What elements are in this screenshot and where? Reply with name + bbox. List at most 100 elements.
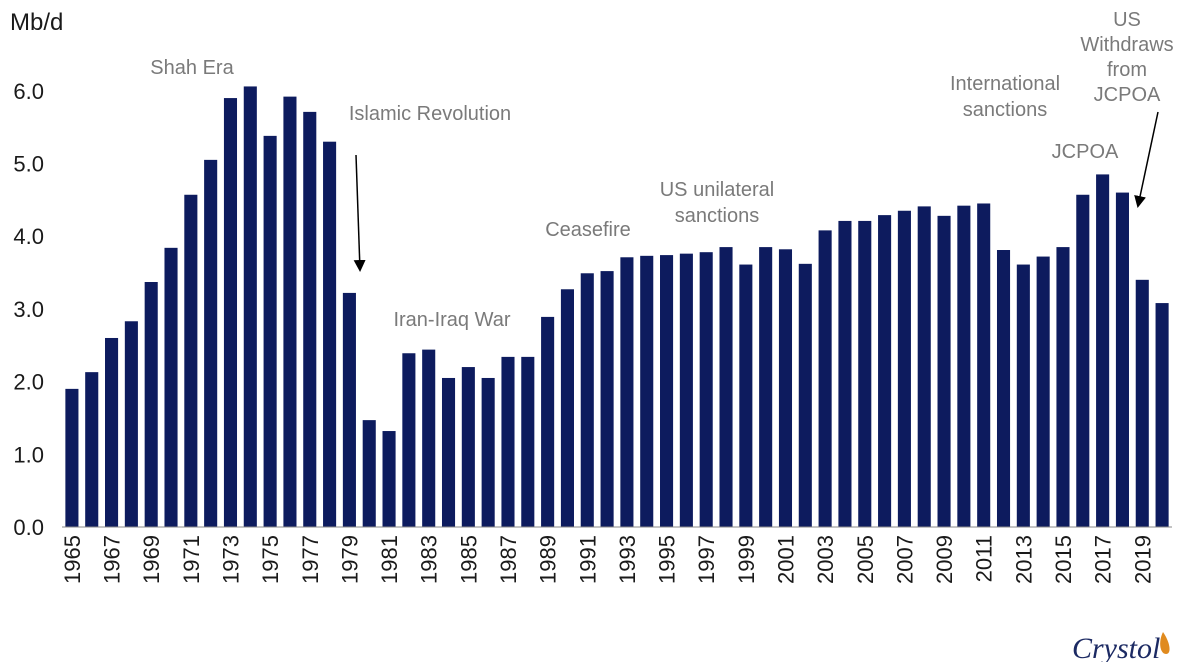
annotation-us-unilateral-sanctions-line: US unilateral [660,179,775,201]
bar-2002 [798,263,812,527]
bar-1998 [719,247,733,527]
x-tick-label: 1999 [734,535,759,584]
x-tick-label: 1983 [417,535,442,584]
y-tick-label: 4.0 [13,224,44,249]
annotation-ceasefire-line: Ceasefire [545,219,631,241]
x-tick-label: 1995 [655,535,680,584]
y-tick-label: 1.0 [13,442,44,467]
bar-1999 [739,264,753,527]
logo-drop-icon [1160,632,1170,654]
bar-1995 [660,255,674,527]
x-tick-label: 1985 [456,535,481,584]
x-tick-label: 2003 [813,535,838,584]
bar-1997 [699,252,713,527]
x-tick-label: 2019 [1130,535,1155,584]
bar-1980 [362,420,376,527]
annotations: Shah Era Islamic Revolution Iran-Iraq War C… [150,9,1173,331]
x-tick-label: 1973 [219,535,244,584]
bar-2013 [1016,264,1030,527]
logo-text: Crystol [1072,632,1160,662]
bar-1988 [521,356,535,527]
bar-2015 [1056,247,1070,527]
annotation-shah-era: Shah Era [150,57,234,79]
annotation-shah-era-line: Shah Era [150,57,234,79]
bar-1994 [640,255,654,527]
annotation-islamic-revolution-line: Islamic Revolution [349,103,511,125]
bar-1991 [580,273,594,527]
x-tick-label: 2015 [1051,535,1076,584]
bar-1975 [263,135,277,527]
x-tick-label: 1971 [179,535,204,584]
y-axis: 0.0 1.0 2.0 3.0 4.0 5.0 6.0 [13,79,44,540]
bar-1996 [679,253,693,527]
bar-1976 [283,96,297,528]
bar-2009 [937,215,951,527]
annotation-us-withdraws-arrow [1134,111,1159,208]
annotation-iran-iraq-war-line: Iran-Iraq War [393,309,510,331]
bar-1987 [501,356,515,527]
x-tick-label: 1977 [298,535,323,584]
bar-2007 [897,210,911,527]
bar-1965 [65,388,79,527]
bar-1986 [481,377,495,527]
annotation-islamic-revolution-arrow [353,154,366,272]
annotation-international-sanctions-line: International [950,73,1060,95]
bar-1969 [144,282,158,527]
x-tick-label: 1975 [258,535,283,584]
x-tick-label: 1967 [100,535,125,584]
bars [65,86,1169,528]
bar-2010 [957,205,971,528]
bar-1981 [382,431,396,527]
x-tick-label: 1981 [377,535,402,584]
bar-1973 [223,98,238,527]
bar-1984 [441,377,456,527]
y-axis-label: Mb/d [10,9,63,36]
y-tick-label: 5.0 [13,152,44,177]
x-tick-label: 1979 [337,535,362,584]
bar-1992 [600,271,614,527]
x-tick-label: 2007 [892,535,917,584]
logo: Crystol [1072,632,1170,662]
bar-1974 [243,86,257,527]
annotation-international-sanctions-line: sanctions [963,99,1048,121]
x-tick-label: 2017 [1091,535,1116,584]
bar-2001 [778,249,793,528]
annotation-islamic-revolution: Islamic Revolution [349,103,511,125]
bar-1982 [402,353,416,527]
y-tick-label: 0.0 [13,515,44,540]
bar-1968 [124,321,138,527]
annotation-jcpoa: JCPOA [1052,141,1119,163]
annotation-international-sanctions: International sanctions [950,73,1060,121]
bar-2020 [1155,303,1169,527]
bar-2008 [917,206,931,527]
bar-2014 [1036,256,1050,527]
bar-1985 [461,367,475,527]
bar-2003 [818,230,832,527]
annotation-us-withdraws-line: from [1107,59,1147,81]
bar-1979 [342,292,356,527]
annotation-us-unilateral-sanctions: US unilateral sanctions [660,179,775,227]
annotation-jcpoa-line: JCPOA [1052,141,1119,163]
bar-1989 [541,316,555,527]
bar-2000 [759,247,773,527]
annotation-us-withdraws-line: US [1113,9,1141,31]
x-axis: 1965 1967 1969 1971 1973 1975 1977 1979 1981 1983… [60,526,1172,584]
bar-1970 [164,247,178,527]
annotation-us-withdraws-line: Withdraws [1080,34,1173,56]
bar-2017 [1096,174,1110,527]
x-tick-label: 1987 [496,535,521,584]
bar-1967 [105,337,119,527]
bar-2016 [1076,194,1090,527]
bar-1990 [560,289,574,527]
bar-1971 [184,194,198,527]
x-tick-label: 2005 [853,535,878,584]
bar-2011 [977,203,991,528]
annotation-ceasefire: Ceasefire [545,219,631,241]
x-tick-label: 2013 [1011,535,1036,584]
annotation-us-withdraws-line: JCPOA [1094,84,1161,106]
x-tick-label: 1989 [536,535,561,584]
x-tick-label: 2011 [972,535,997,582]
x-tick-label: 1993 [615,535,640,584]
bar-1972 [204,159,218,527]
